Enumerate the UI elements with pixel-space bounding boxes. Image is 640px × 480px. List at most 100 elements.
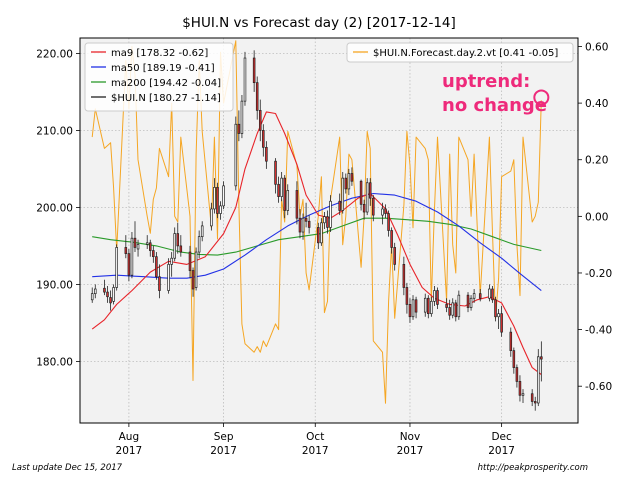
candle-body	[274, 160, 277, 185]
x-axis: Aug 2017 Sep 2017 Oct 2017 Nov 2017 Dec 2017	[116, 423, 515, 457]
candle-body	[158, 276, 161, 291]
candle-body	[262, 130, 265, 148]
candle-body	[234, 123, 238, 187]
legend-forecast-label: $HUI.N.Forecast.day.2.vt [0.41 -0.05]	[373, 48, 558, 59]
candle-body	[191, 270, 195, 290]
candle-body	[436, 290, 439, 305]
candle-body	[344, 177, 348, 190]
candle-body	[515, 367, 519, 382]
right-y-tick-label: 0.40	[585, 98, 608, 110]
candle-body	[402, 264, 406, 288]
legend-ma200-label: ma200 [194.42 -0.04]	[111, 78, 221, 89]
x-tick-label: Aug	[119, 431, 140, 443]
candle-body	[243, 57, 247, 102]
left-y-axis: 220.00 210.00 200.00 190.00 180.00	[36, 48, 80, 368]
candle-body	[188, 251, 192, 271]
forecast-line	[91, 40, 542, 404]
legend-hui-label: $HUI.N [180.27 -1.14]	[111, 93, 221, 104]
plot-frame	[79, 37, 579, 424]
candle-body	[112, 287, 115, 302]
left-y-tick-label: 190.00	[36, 279, 73, 291]
x-tick-label: Nov	[400, 431, 421, 443]
candle-body	[445, 304, 448, 308]
candle-body	[103, 287, 106, 293]
candle-body	[283, 177, 286, 211]
annotation-circle	[533, 89, 550, 106]
candle-body	[216, 187, 219, 214]
candle-body	[170, 257, 173, 265]
candle-body	[433, 290, 436, 302]
candle-body	[94, 288, 97, 294]
legend-right-box	[346, 42, 574, 63]
x-tick-label: Dec	[491, 431, 512, 443]
last-update-text: Last update Dec 15, 2017	[12, 463, 123, 473]
annotation-line-1: uptrend:	[442, 71, 530, 92]
legend-ma50-label: ma50 [189.19 -0.41]	[111, 63, 215, 74]
candle-body	[106, 291, 109, 298]
candle-body	[213, 187, 216, 210]
candle-body	[368, 182, 372, 199]
candle-body	[454, 302, 458, 318]
x-tick-year-label: 2017	[116, 445, 143, 457]
candle-body	[280, 177, 283, 197]
candle-body	[265, 146, 268, 162]
candle-body	[457, 294, 461, 318]
candle-body	[518, 381, 522, 396]
candle-body	[130, 237, 134, 276]
candle-body	[179, 245, 183, 253]
x-tick-label: Oct	[306, 431, 324, 443]
candle-body	[537, 356, 540, 404]
candle-body	[472, 293, 476, 299]
candle-body	[301, 217, 305, 233]
candle-body	[381, 208, 384, 216]
candle-body	[466, 294, 470, 308]
right-y-axis: 0.60 0.40 0.20 0.00 -0.20 -0.40 -0.60	[578, 41, 612, 393]
candle-body	[197, 236, 201, 253]
candle-body	[533, 401, 537, 404]
left-y-tick-label: 210.00	[36, 125, 73, 137]
annotation-line-2: no change	[442, 95, 547, 116]
legend-left-box	[84, 42, 234, 112]
candle-body	[359, 180, 363, 205]
candle-body	[298, 217, 302, 233]
candle-body	[176, 233, 180, 247]
candle-body	[258, 110, 262, 131]
legend-left: ma9 [178.32 -0.62] ma50 [189.19 -0.41] m…	[84, 42, 234, 112]
candle-body	[362, 203, 366, 213]
candle-body	[494, 299, 497, 318]
candle-body	[219, 205, 222, 214]
candle-body	[326, 216, 329, 228]
x-tick-year-label: 2017	[488, 445, 515, 457]
candle-body	[136, 244, 140, 250]
x-tick-year-label: 2017	[397, 445, 424, 457]
candle-body	[512, 350, 516, 368]
source-url-text: http://peakprosperity.com	[477, 463, 588, 473]
right-y-tick-label: -0.20	[585, 268, 612, 280]
candle-body	[194, 251, 198, 288]
legend-right: $HUI.N.Forecast.day.2.vt [0.41 -0.05]	[346, 42, 574, 63]
candle-body	[451, 302, 455, 316]
candlesticks	[90, 50, 543, 411]
ma50-line	[92, 192, 542, 292]
candle-body	[115, 247, 118, 288]
candle-body	[448, 307, 451, 316]
candle-body	[173, 233, 176, 259]
candle-body	[530, 393, 534, 402]
candle-body	[145, 242, 149, 245]
x-tick-year-label: 2017	[210, 445, 237, 457]
candle-body	[365, 182, 369, 213]
right-y-tick-label: 0.60	[585, 41, 608, 53]
candle-body	[200, 225, 204, 238]
candle-body	[255, 82, 259, 111]
candle-body	[411, 299, 415, 318]
candle-body	[133, 237, 137, 248]
candle-body	[423, 297, 427, 313]
candle-body	[317, 227, 320, 244]
candle-body	[414, 299, 418, 313]
candle-body	[329, 200, 332, 228]
candle-body	[521, 393, 525, 396]
left-y-tick-label: 200.00	[36, 202, 73, 214]
candle-body	[491, 288, 494, 301]
candle-body	[286, 190, 290, 211]
candle-body	[167, 264, 170, 291]
